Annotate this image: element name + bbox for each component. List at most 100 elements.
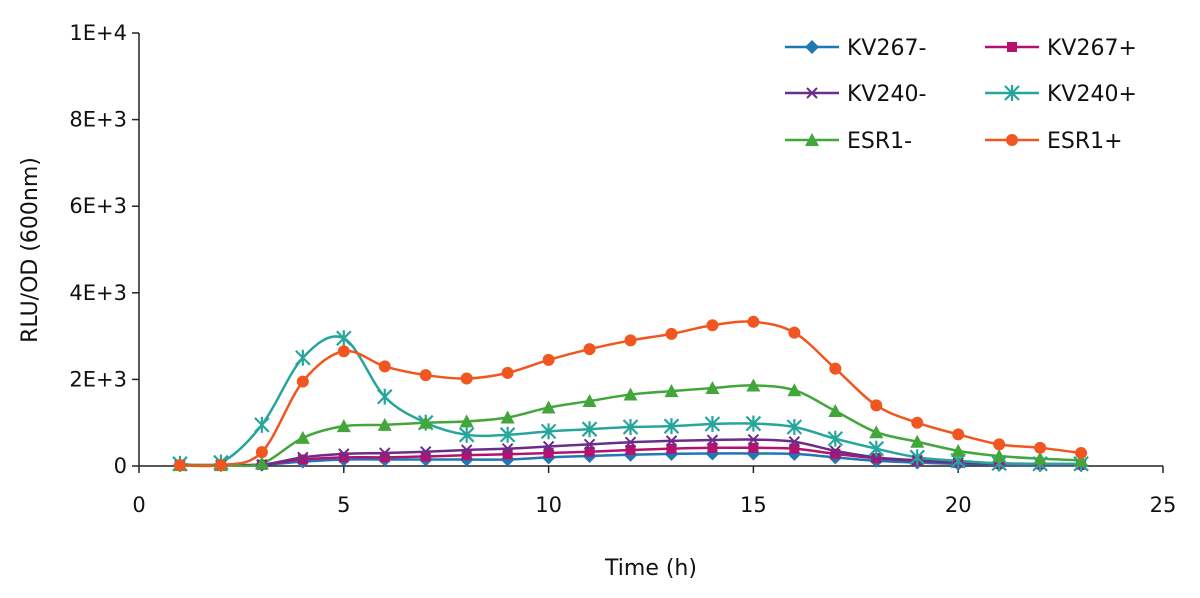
y-tick-label: 1E+4 [69,21,127,45]
data-point-esr1-plus [214,459,227,472]
data-point-kv240-plus [254,416,270,433]
series-markers [172,315,1089,473]
data-point-kv240-minus [665,435,678,447]
data-point-esr1-minus [295,430,310,444]
legend-item-kv267-minus: KV267- [785,36,926,61]
data-point-kv240-plus [540,423,557,440]
data-point-kv240-minus [420,446,432,458]
legend-label: KV240- [847,82,926,107]
data-point-esr1-plus [665,327,678,340]
data-point-kv240-plus [499,426,516,443]
legend-item-kv240-minus: KV240- [785,82,926,107]
data-point-esr1-minus [910,434,925,448]
data-point-esr1-plus [460,372,473,385]
data-point-kv240-plus [745,415,762,432]
data-point-kv267-plus [461,450,472,461]
x-tick-label: 15 [740,493,767,517]
marker-stroke [665,435,678,447]
marker-stroke [829,445,842,457]
legend-marker [1006,134,1018,146]
data-point-esr1-plus [706,319,719,332]
data-point-kv240-minus [379,447,391,459]
data-point-kv240-minus [870,451,882,464]
data-point-kv240-plus [663,418,680,435]
data-point-esr1-minus [828,404,843,418]
data-point-esr1-minus [623,387,638,401]
data-point-kv240-minus [542,440,555,453]
y-tick-label: 4E+3 [69,281,127,305]
marker-stroke [542,440,555,453]
data-point-esr1-plus [624,334,637,347]
marker-stroke [338,448,350,460]
data-point-esr1-minus [1074,453,1089,467]
chart-legend: KV267- KV267+ KV240- KV240+ ESR1- ESR1+ [785,36,1137,154]
data-point-esr1-minus [254,456,269,470]
marker-stroke [379,447,391,459]
data-point-esr1-plus [1034,441,1047,454]
data-point-kv240-minus [706,434,719,446]
data-point-esr1-plus [296,375,309,388]
data-point-kv240-plus [336,330,352,347]
data-point-kv267-plus [748,442,759,453]
data-point-esr1-minus [418,415,433,429]
legend-marker [1007,42,1017,52]
legend-label: ESR1+ [1047,129,1123,154]
y-tick-label: 0 [114,454,127,478]
x-axis-title: Time (h) [604,556,697,581]
data-point-esr1-plus [788,326,801,339]
marker-stroke [420,446,432,458]
data-point-esr1-minus [541,400,556,414]
data-point-esr1-plus [378,360,391,373]
data-point-kv240-minus [460,444,473,456]
data-point-kv240-minus [297,451,309,464]
data-point-kv240-plus [868,440,885,457]
data-point-kv240-plus [581,421,598,438]
data-point-esr1-plus [255,446,268,459]
data-point-esr1-minus [500,410,515,424]
data-point-kv267-plus [379,452,390,463]
data-point-kv240-plus [786,419,803,436]
data-point-kv267-plus [502,449,513,460]
data-point-esr1-minus [582,394,597,408]
data-point-esr1-minus [336,419,351,433]
data-point-kv240-plus [827,430,844,447]
y-tick-label: 6E+3 [69,194,127,218]
data-point-esr1-plus [747,315,760,328]
data-point-kv240-minus [338,448,350,460]
data-point-esr1-minus [787,383,802,397]
data-point-kv240-minus [583,438,596,451]
data-point-kv267-plus [420,451,431,462]
data-point-esr1-minus [705,381,720,395]
data-point-kv267-plus [625,444,636,455]
legend-item-esr1-minus: ESR1- [785,129,912,154]
data-point-kv267-plus [297,454,308,465]
data-point-esr1-plus [501,366,514,379]
data-point-esr1-minus [746,378,761,392]
legend-marker [1004,85,1020,101]
data-point-esr1-plus [542,353,555,366]
data-point-kv267-plus [543,448,554,459]
marker-stroke [297,451,309,464]
marker-stroke [870,451,882,464]
marker-stroke [583,438,596,451]
x-tick-label: 0 [132,493,145,517]
data-point-esr1-plus [911,416,924,429]
data-point-esr1-minus [992,449,1007,463]
legend-marker [806,87,818,99]
data-point-esr1-plus [337,345,350,358]
marker-stroke [501,442,514,455]
legend-label: ESR1- [847,129,912,154]
data-point-kv267-plus [830,448,841,459]
x-tick-label: 5 [337,493,350,517]
data-point-kv267-plus [338,452,349,463]
data-point-esr1-plus [829,362,842,375]
data-point-esr1-plus [1075,447,1088,460]
data-point-kv240-plus [622,419,639,436]
marker-stroke [706,434,719,446]
marker-stroke [460,444,473,456]
legend-label: KV267- [847,36,926,61]
y-axis-title: RLU/OD (600nm) [18,157,43,343]
data-point-esr1-plus [952,428,965,441]
data-point-kv240-minus [747,433,760,446]
